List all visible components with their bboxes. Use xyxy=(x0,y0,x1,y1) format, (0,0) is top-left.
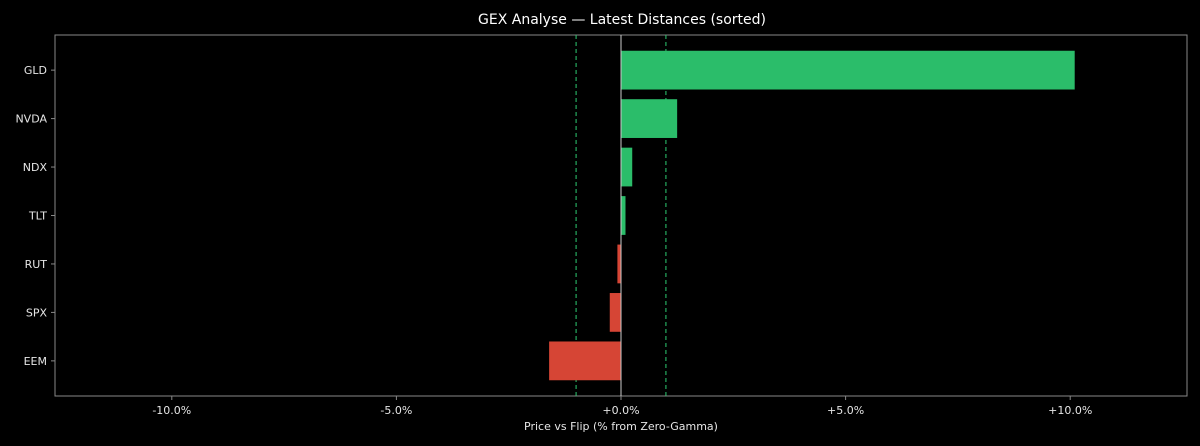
bar-tlt xyxy=(621,196,626,235)
bar-gld xyxy=(621,50,1075,90)
bar-nvda xyxy=(621,99,678,138)
x-tick-label: +5.0% xyxy=(827,404,864,417)
y-tick-label-gld: GLD xyxy=(24,64,47,77)
bar-rut xyxy=(617,244,621,284)
x-tick-label: +0.0% xyxy=(602,404,639,417)
y-tick-label-ndx: NDX xyxy=(23,161,48,174)
x-axis-ticks: -10.0% -5.0% +0.0% +5.0% +10.0% xyxy=(152,396,1092,417)
bar-eem xyxy=(549,341,621,381)
bar-ndx xyxy=(621,147,633,187)
bar-spx xyxy=(609,293,621,332)
y-tick-label-spx: SPX xyxy=(26,306,48,319)
x-tick-label: -5.0% xyxy=(380,404,412,417)
y-tick-label-nvda: NVDA xyxy=(15,113,47,126)
y-tick-label-rut: RUT xyxy=(25,258,48,271)
chart-title: GEX Analyse — Latest Distances (sorted) xyxy=(478,12,766,28)
y-tick-label-eem: EEM xyxy=(24,355,47,368)
x-tick-label: +10.0% xyxy=(1048,404,1092,417)
x-axis-label: Price vs Flip (% from Zero-Gamma) xyxy=(524,420,718,433)
y-axis-ticks: GLD NVDA NDX TLT RUT SPX EEM xyxy=(15,64,55,368)
y-tick-label-tlt: TLT xyxy=(28,210,47,223)
bars-group xyxy=(549,50,1075,381)
x-tick-label: -10.0% xyxy=(152,404,191,417)
